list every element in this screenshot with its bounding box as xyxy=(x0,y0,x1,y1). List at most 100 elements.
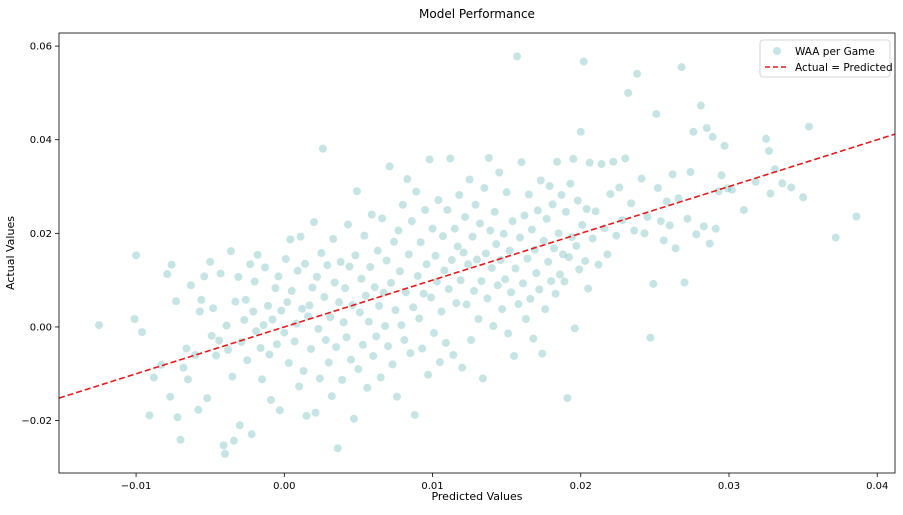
data-point xyxy=(256,344,265,353)
data-point xyxy=(465,175,474,184)
data-point xyxy=(306,344,315,353)
data-point xyxy=(376,373,385,382)
data-point xyxy=(550,244,559,253)
data-point xyxy=(409,303,418,312)
plot-frame xyxy=(58,32,896,474)
data-point xyxy=(459,248,468,257)
data-point xyxy=(324,358,333,367)
data-point xyxy=(404,250,413,259)
data-point xyxy=(130,315,139,323)
data-point xyxy=(344,220,353,229)
data-point xyxy=(435,358,444,367)
data-point xyxy=(364,317,373,326)
data-point xyxy=(652,109,661,118)
data-point xyxy=(536,176,545,185)
data-point xyxy=(416,238,425,247)
data-point xyxy=(711,224,720,233)
data-point xyxy=(575,265,584,274)
data-point xyxy=(453,242,462,251)
data-point xyxy=(579,57,588,66)
y-tick-label: 0.00 xyxy=(30,322,52,333)
data-point xyxy=(290,337,299,346)
data-point xyxy=(594,260,603,269)
data-point xyxy=(407,217,416,226)
data-point xyxy=(375,301,384,310)
data-point xyxy=(338,375,347,384)
data-point xyxy=(496,256,505,265)
data-point xyxy=(367,210,376,219)
data-point xyxy=(570,324,579,333)
data-point xyxy=(221,449,230,458)
data-point xyxy=(425,155,434,164)
data-point xyxy=(259,321,268,330)
data-point xyxy=(163,270,172,279)
data-point xyxy=(603,250,612,259)
data-point xyxy=(508,217,517,226)
x-axis-label: Predicted Values xyxy=(431,490,522,503)
data-point xyxy=(560,277,569,286)
data-point xyxy=(612,231,621,240)
data-point xyxy=(219,441,228,450)
data-point xyxy=(247,430,256,439)
data-point xyxy=(515,233,524,242)
data-point xyxy=(535,285,544,294)
data-point xyxy=(762,134,771,143)
data-point xyxy=(394,226,403,235)
data-point xyxy=(554,229,563,238)
data-point xyxy=(527,225,536,234)
data-point xyxy=(627,199,636,208)
data-point xyxy=(572,241,581,250)
data-point xyxy=(766,189,775,198)
legend-box xyxy=(759,39,891,78)
data-point xyxy=(339,318,348,327)
data-point xyxy=(95,321,104,330)
data-point xyxy=(588,234,597,243)
data-point xyxy=(492,240,501,249)
data-point xyxy=(502,188,511,197)
x-tick-label: 0.01 xyxy=(421,481,443,492)
data-point xyxy=(677,63,686,72)
data-point xyxy=(720,141,729,150)
data-point xyxy=(787,183,796,192)
data-point xyxy=(355,308,364,317)
data-point xyxy=(207,331,216,340)
data-point xyxy=(226,247,235,256)
data-point xyxy=(501,275,510,284)
data-point xyxy=(427,293,436,302)
data-point xyxy=(275,406,284,415)
data-point xyxy=(470,286,479,295)
data-point xyxy=(481,249,490,258)
data-point xyxy=(564,253,573,262)
data-point xyxy=(511,264,520,273)
data-point xyxy=(166,392,175,401)
data-point xyxy=(381,322,390,331)
x-tick-label: 0.04 xyxy=(866,481,888,492)
data-point xyxy=(358,340,367,349)
data-point xyxy=(656,217,665,226)
data-point xyxy=(395,267,404,276)
data-point xyxy=(578,220,587,229)
data-point xyxy=(330,278,339,287)
data-point xyxy=(311,408,320,417)
data-point xyxy=(584,284,593,293)
data-point xyxy=(345,262,354,271)
y-axis-label: Actual Values xyxy=(4,216,17,290)
data-point xyxy=(308,283,317,292)
data-point xyxy=(286,235,295,244)
data-point xyxy=(524,190,533,199)
data-point xyxy=(398,200,407,209)
data-point xyxy=(561,207,570,216)
data-point xyxy=(473,255,481,264)
data-point xyxy=(361,291,370,300)
data-point xyxy=(689,127,698,136)
data-point xyxy=(539,236,548,245)
data-point xyxy=(483,294,492,303)
data-point xyxy=(461,212,470,221)
data-point xyxy=(249,307,258,316)
data-point xyxy=(352,187,361,196)
data-point xyxy=(597,160,606,169)
data-point xyxy=(321,336,330,345)
data-point xyxy=(633,69,642,78)
data-point xyxy=(191,351,200,360)
data-point xyxy=(646,333,655,342)
